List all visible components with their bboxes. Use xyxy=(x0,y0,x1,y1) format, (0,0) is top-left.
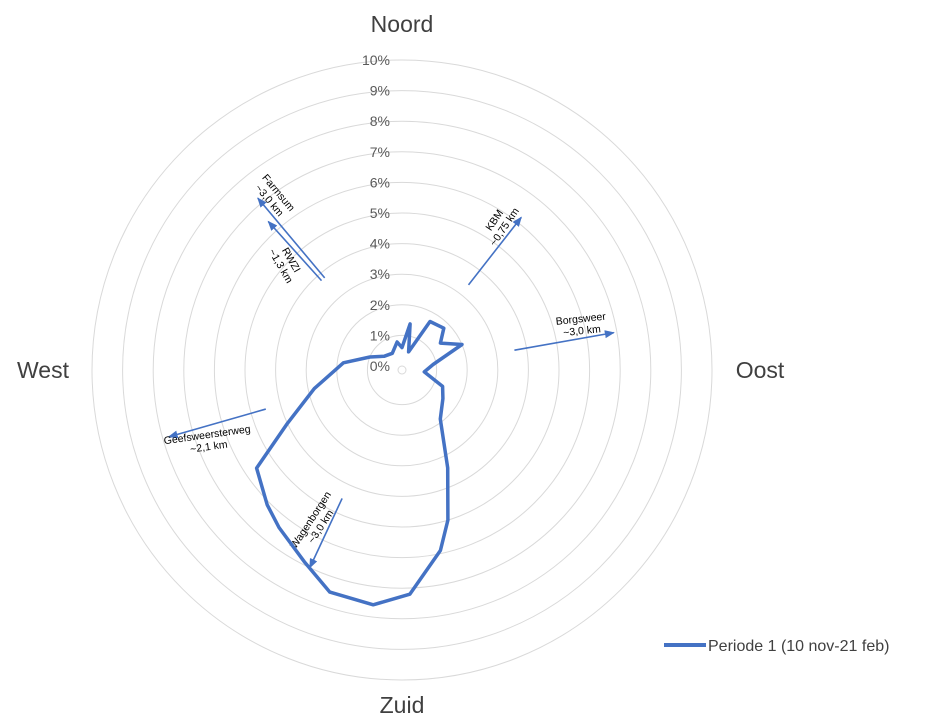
direction-label-west: West xyxy=(17,357,70,383)
radial-tick-label: 8% xyxy=(370,113,390,129)
direction-label-south: Zuid xyxy=(380,692,425,718)
annotation-arrow xyxy=(467,216,522,286)
grid-circle xyxy=(122,90,682,650)
grid-circle xyxy=(213,181,591,559)
radial-tick-label: 0% xyxy=(370,358,390,374)
annotation-label-line: Borgsweer xyxy=(555,311,607,328)
radial-tick-label: 3% xyxy=(370,266,390,282)
legend-label: Periode 1 (10 nov-21 feb) xyxy=(708,638,889,655)
radial-tick-label: 9% xyxy=(370,83,390,99)
radial-tick-label: 5% xyxy=(370,205,390,221)
series-line xyxy=(254,319,464,607)
annotation-arrow xyxy=(167,408,267,439)
grid-circle xyxy=(275,243,529,497)
annotation-label: Farmsum~3,0 km xyxy=(250,172,297,222)
radial-tick-label: 1% xyxy=(370,327,390,343)
radial-tick-label: 6% xyxy=(370,174,390,190)
grid-circle xyxy=(305,273,499,467)
series-layer xyxy=(254,319,464,607)
radial-grid xyxy=(91,59,713,681)
grid-circle xyxy=(183,151,621,589)
annotation-arrow xyxy=(309,498,343,569)
annotation-label-line: ~2,1 km xyxy=(189,439,228,456)
grid-circle xyxy=(152,120,652,620)
annotation-arrow xyxy=(267,220,323,282)
direction-label-east: Oost xyxy=(736,357,785,383)
direction-label-north: Noord xyxy=(371,11,434,37)
grid-circle xyxy=(244,212,560,528)
grid-circle xyxy=(397,365,407,375)
radial-tick-label: 4% xyxy=(370,236,390,252)
annotation-arrow xyxy=(257,197,326,279)
grid-circle xyxy=(336,304,468,436)
grid-circle xyxy=(91,59,713,681)
annotation-label: Geefsweersterweg~2,1 km xyxy=(163,423,253,459)
radial-tick-labels: 0% 1% 2% 3% 4% 5% 6% 7% 8% 9% 10% xyxy=(362,52,390,374)
annotation-label: Borgsweer~3,0 km xyxy=(555,311,608,340)
annotation-arrow xyxy=(514,330,615,351)
radial-tick-label: 7% xyxy=(370,144,390,160)
legend: Periode 1 (10 nov-21 feb) xyxy=(664,638,889,655)
annotation-label: Wagenborgen~3,0 km xyxy=(288,489,344,557)
annotation-label-line: ~3,0 km xyxy=(563,323,602,339)
radial-tick-label: 10% xyxy=(362,52,390,68)
grid-circle xyxy=(366,334,438,406)
radial-tick-label: 2% xyxy=(370,297,390,313)
